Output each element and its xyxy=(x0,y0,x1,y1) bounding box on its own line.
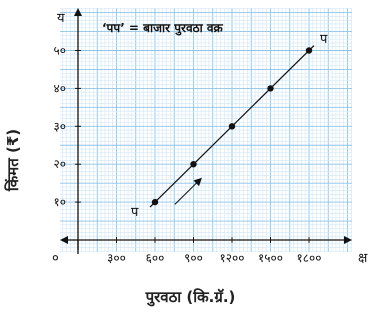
y-axis-title-wrap: किंमत (₹) xyxy=(2,110,24,210)
supply-point xyxy=(267,85,274,92)
y-axis-letter: य xyxy=(57,11,65,26)
series-supply-curve xyxy=(149,45,315,208)
supply-point xyxy=(305,47,313,54)
x-tick-label: ३०० xyxy=(107,251,126,265)
y-tick-label: ५० xyxy=(54,44,66,58)
supply-point xyxy=(228,123,236,130)
x-axis-title: पुरवठा (कि.ग्रॅ.) xyxy=(145,288,236,306)
x-tick-label: ९०० xyxy=(184,251,203,265)
x-axis-letter: क्ष xyxy=(358,251,368,266)
tick-labels: ३०० ६०० ९०० १२०० १५०० १८०० १० २० ३० ४० ५० xyxy=(54,44,322,266)
y-tick-label: ३० xyxy=(54,119,66,133)
y-tick-label: ४० xyxy=(54,81,66,95)
y-tick-label: २० xyxy=(54,157,66,171)
curve-end-label: प xyxy=(320,32,328,47)
grid xyxy=(60,8,352,252)
direction-arrow xyxy=(174,177,202,205)
x-tick-label: १२०० xyxy=(220,251,245,265)
origin-label: ० xyxy=(52,251,59,266)
y-tick-label: १० xyxy=(54,195,66,209)
supply-point xyxy=(151,198,159,206)
x-tick-label: १८०० xyxy=(297,251,322,265)
y-axis-title: किंमत (₹) xyxy=(4,128,23,192)
curve-start-label: प xyxy=(131,205,139,220)
x-tick-label: १५०० xyxy=(258,251,283,265)
x-tick-label: ६०० xyxy=(146,251,165,265)
chart-title: ‘पप’ = बाजार पुरवठा वक्र xyxy=(102,21,224,36)
supply-point xyxy=(190,161,197,168)
